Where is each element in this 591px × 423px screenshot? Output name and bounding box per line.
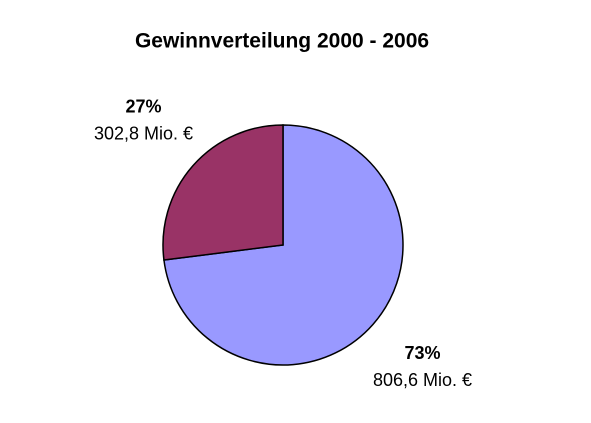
value-label: 27% [125,97,161,117]
pie-slice [162,124,284,261]
amount-label: 806,6 Mio. € [373,370,472,390]
chart-title: Gewinnverteilung 2000 - 2006 [135,30,429,53]
amount-label: 302,8 Mio. € [94,124,193,144]
value-label: 73% [405,343,441,363]
